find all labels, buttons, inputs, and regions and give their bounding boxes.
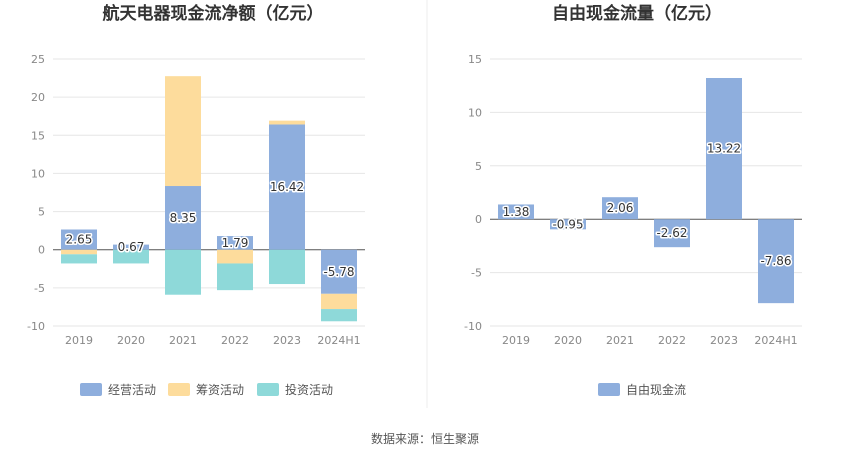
chart1-bar-series2 <box>269 120 305 125</box>
chart2-xtick-label: 2024H1 <box>754 334 797 347</box>
chart1-title: 航天电器现金流净额（亿元） <box>103 3 324 24</box>
chart1-bar-series2 <box>165 76 201 187</box>
chart1-xtick-label: 2022 <box>221 334 249 347</box>
chart1-bar-series2 <box>321 293 357 310</box>
chart1-bar-series3 <box>165 249 201 295</box>
chart1-ytick-label: -5 <box>34 282 45 295</box>
chart1-bar-series1 <box>269 124 305 250</box>
chart2-ytick-label: -10 <box>464 320 482 333</box>
chart2-data-label: -0.95 <box>552 217 583 231</box>
chart1-data-label: 2.65 <box>66 233 93 247</box>
chart1-bar-series1 <box>165 186 201 250</box>
chart1-ytick-label: -10 <box>27 320 45 333</box>
chart1-bar-series1 <box>113 244 149 250</box>
chart1-data-label: 1.79 <box>222 236 249 250</box>
chart1-legend-swatch <box>257 383 279 396</box>
chart1-bar-series3 <box>113 249 149 264</box>
chart1-data-label: -5.78 <box>323 265 354 279</box>
chart1-ytick-label: 15 <box>31 129 45 142</box>
chart2-bar-series1 <box>602 197 638 220</box>
chart2-ytick-label: 0 <box>475 213 482 226</box>
chart2-bar-series1 <box>550 219 586 230</box>
chart2-xtick-label: 2020 <box>554 334 582 347</box>
source-label: 数据来源：恒生聚源 <box>371 431 479 446</box>
chart2-bar-series1 <box>654 219 690 248</box>
chart2-ytick-label: -5 <box>471 267 482 280</box>
chart2-legend-label: 自由现金流 <box>626 382 686 397</box>
chart2-legend-swatch <box>598 383 620 396</box>
chart2-bar-series1 <box>498 204 534 220</box>
chart1-ytick-label: 5 <box>38 206 45 219</box>
chart1-bar-series3 <box>269 249 305 285</box>
chart2-ytick-label: 15 <box>468 53 482 66</box>
chart1-data-label: 0.67 <box>118 240 145 254</box>
chart1-legend-swatch <box>168 383 190 396</box>
chart2-data-label: -7.86 <box>760 254 791 268</box>
chart1-legend-label: 投资活动 <box>285 382 333 397</box>
chart2-ytick-label: 5 <box>475 160 482 173</box>
chart2-title: 自由现金流量（亿元） <box>552 3 722 24</box>
chart1-bar-series3 <box>61 254 97 264</box>
chart1-bar-series3 <box>217 263 253 291</box>
chart1-xtick-label: 2019 <box>65 334 93 347</box>
chart1-ytick-label: 25 <box>31 53 45 66</box>
chart1-bar-series1 <box>61 229 97 250</box>
chart2-ytick-label: 10 <box>468 106 482 119</box>
chart1-xtick-label: 2021 <box>169 334 197 347</box>
chart2-xtick-label: 2022 <box>658 334 686 347</box>
chart1-bar-series1 <box>217 236 253 250</box>
chart1-bar-series2 <box>217 249 253 264</box>
chart1-data-label: 16.42 <box>270 180 304 194</box>
chart1-bar-series1 <box>321 249 357 294</box>
chart1-bar-series3 <box>321 309 357 322</box>
chart2-data-label: 1.38 <box>503 205 530 219</box>
chart2-xtick-label: 2023 <box>710 334 738 347</box>
chart1-xtick-label: 2024H1 <box>317 334 360 347</box>
chart1-xtick-label: 2023 <box>273 334 301 347</box>
chart1-legend-swatch <box>80 383 102 396</box>
chart1-legend-label: 经营活动 <box>108 383 156 397</box>
chart2-bar-series1 <box>758 219 794 304</box>
chart2-xtick-label: 2021 <box>606 334 634 347</box>
chart1-ytick-label: 10 <box>31 167 45 180</box>
chart1-ytick-label: 0 <box>38 244 45 257</box>
chart2-bar-series1 <box>706 78 742 220</box>
chart1-ytick-label: 20 <box>31 91 45 104</box>
chart1-data-label: 8.35 <box>170 211 197 225</box>
chart1-xtick-label: 2020 <box>117 334 145 347</box>
chart1-bar-series2 <box>61 249 97 255</box>
chart2-xtick-label: 2019 <box>502 334 530 347</box>
chart2-data-label: 13.22 <box>707 142 741 156</box>
chart1-legend-label: 筹资活动 <box>196 383 244 397</box>
chart2-data-label: -2.62 <box>656 226 687 240</box>
chart2-data-label: 2.06 <box>607 201 634 215</box>
